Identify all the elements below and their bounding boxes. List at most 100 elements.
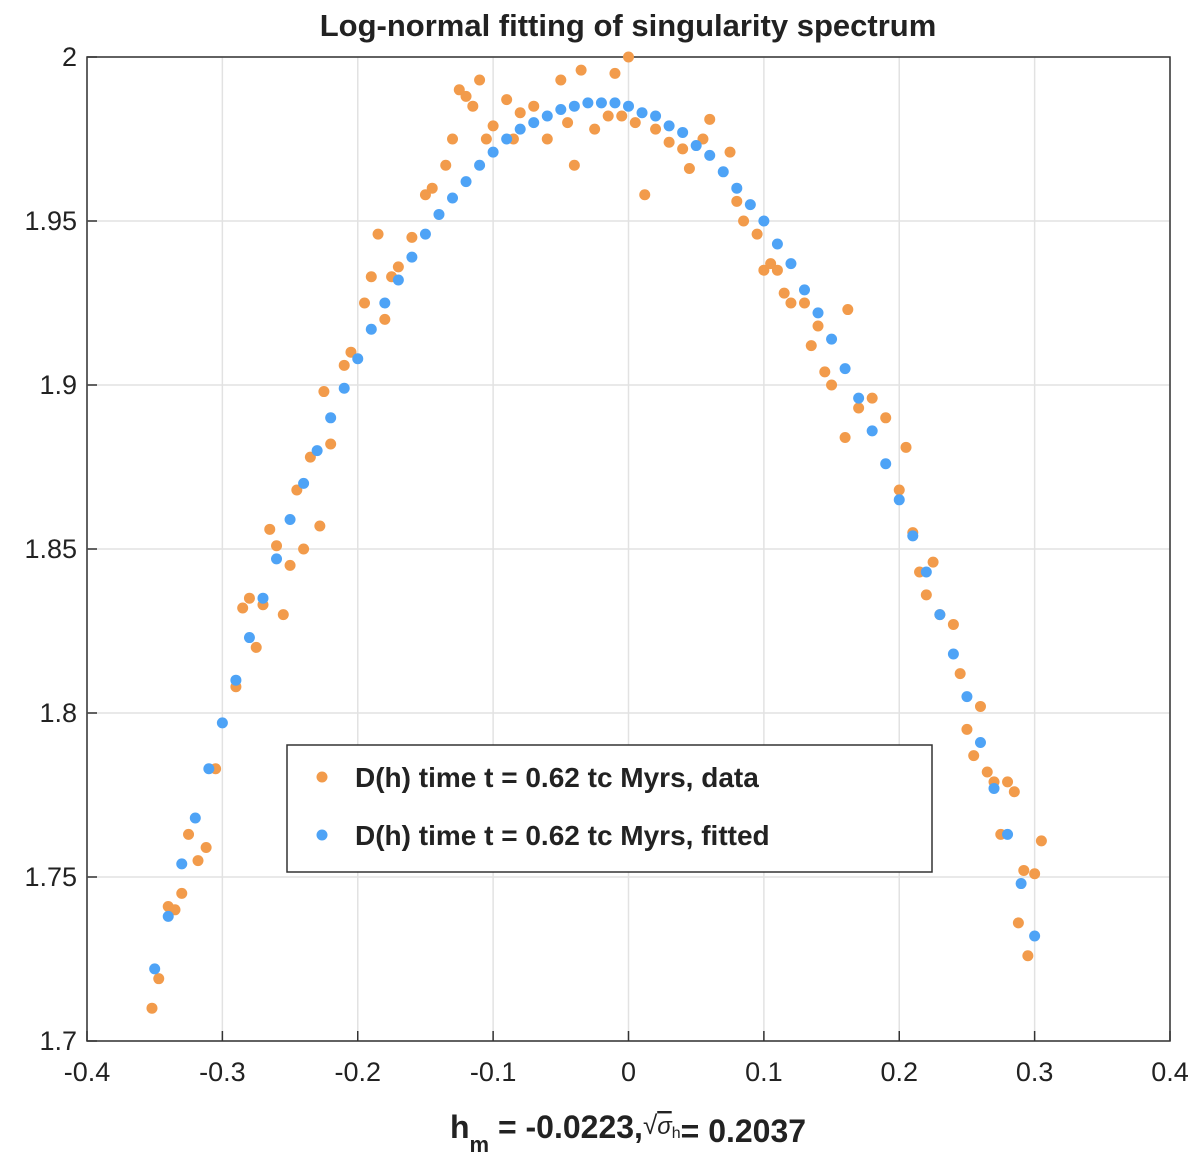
data-point — [555, 103, 567, 115]
data-point — [826, 379, 838, 391]
y-tick-label: 2 — [62, 42, 77, 72]
data-point — [162, 910, 174, 922]
data-point — [771, 264, 783, 276]
data-point — [406, 251, 418, 263]
data-point — [237, 602, 249, 614]
data-point — [968, 750, 980, 762]
data-point — [419, 189, 431, 201]
data-point — [907, 530, 919, 542]
data-point — [392, 274, 404, 286]
data-point — [650, 123, 662, 135]
data-point — [798, 284, 810, 296]
data-point — [629, 117, 641, 129]
data-point — [352, 353, 364, 365]
data-point — [189, 812, 201, 824]
data-point — [677, 126, 689, 138]
data-point — [866, 392, 878, 404]
data-point — [1012, 917, 1024, 929]
data-point — [893, 484, 905, 496]
data-point — [690, 140, 702, 152]
x-axis-label-part: m — [469, 1132, 489, 1157]
x-tick-label: 0.2 — [880, 1057, 918, 1087]
data-point — [243, 592, 255, 604]
data-point — [568, 159, 580, 171]
data-point — [460, 90, 472, 102]
data-point — [480, 133, 492, 145]
legend-label: D(h) time t = 0.62 tc Myrs, data — [355, 762, 759, 793]
data-point — [974, 737, 986, 749]
data-point — [947, 648, 959, 660]
y-tick-label: 1.9 — [39, 370, 77, 400]
data-point — [291, 484, 303, 496]
data-point — [785, 258, 797, 270]
data-point — [372, 228, 384, 240]
data-point — [338, 382, 350, 394]
data-point — [842, 304, 854, 316]
data-point — [880, 412, 892, 424]
data-point — [683, 163, 695, 175]
data-point — [230, 674, 242, 686]
data-point — [934, 609, 946, 621]
data-point — [839, 431, 851, 443]
legend-label: D(h) time t = 0.62 tc Myrs, fitted — [355, 820, 770, 851]
data-point — [359, 297, 371, 309]
data-point — [751, 228, 763, 240]
data-point — [677, 143, 689, 155]
data-point — [927, 556, 939, 568]
data-point — [731, 182, 743, 194]
data-point — [853, 392, 865, 404]
data-point — [623, 100, 634, 112]
data-point — [562, 117, 574, 129]
data-point — [920, 566, 932, 578]
data-point — [1035, 835, 1047, 847]
data-point — [555, 74, 567, 86]
x-axis-label-part: h — [450, 1109, 470, 1145]
data-point — [568, 100, 580, 112]
data-point — [345, 346, 357, 358]
data-point — [697, 133, 709, 145]
data-point — [284, 559, 296, 571]
x-tick-label: 0.1 — [745, 1057, 783, 1087]
data-point — [920, 589, 932, 601]
data-point — [460, 176, 472, 188]
y-tick-label: 1.8 — [39, 698, 77, 728]
data-point — [314, 520, 326, 532]
x-axis-label-part: = 0.2037 — [681, 1113, 806, 1149]
data-point — [758, 264, 770, 276]
data-point — [149, 963, 161, 975]
data-point — [1029, 868, 1041, 880]
data-point — [880, 458, 892, 470]
data-point — [826, 333, 838, 345]
data-point — [866, 425, 878, 437]
data-point — [609, 67, 621, 79]
data-point — [487, 146, 499, 158]
y-tick-label: 1.7 — [39, 1026, 77, 1056]
data-point — [778, 287, 790, 299]
data-point — [639, 189, 651, 201]
data-point — [988, 782, 1000, 794]
x-tick-label: -0.1 — [470, 1057, 517, 1087]
x-axis-label: hm = -0.0223,√σh= 0.2037 — [450, 1109, 806, 1157]
data-point — [623, 51, 634, 63]
y-tick-label: 1.85 — [24, 534, 77, 564]
data-point — [704, 113, 716, 125]
legend-box — [286, 744, 933, 873]
data-point — [474, 74, 486, 86]
legend-marker — [316, 771, 328, 783]
x-tick-label: -0.2 — [334, 1057, 381, 1087]
data-point — [961, 723, 973, 735]
data-point — [812, 320, 824, 332]
data-point — [216, 717, 228, 729]
data-point — [758, 215, 770, 227]
data-point — [805, 340, 817, 352]
data-point — [819, 366, 831, 378]
data-point — [311, 445, 323, 457]
data-point — [602, 110, 614, 122]
data-point — [853, 402, 865, 414]
data-point — [528, 100, 540, 112]
data-point — [514, 123, 526, 135]
data-point — [663, 136, 675, 148]
data-point — [974, 700, 986, 712]
data-point — [514, 107, 526, 119]
x-axis-label-part: σ — [657, 1113, 673, 1140]
